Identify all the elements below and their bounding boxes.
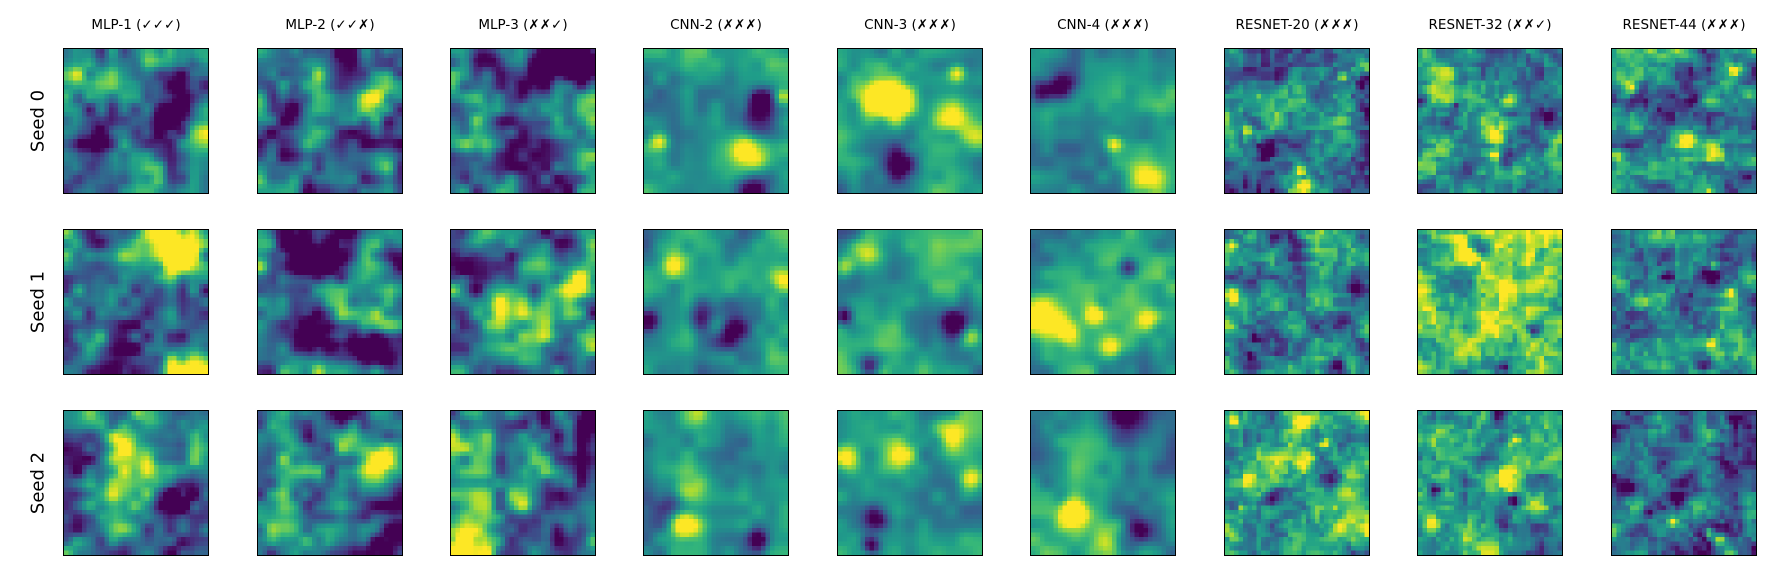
- heatmap-panel: [1224, 48, 1370, 194]
- heatmap-panel: [837, 410, 983, 556]
- heatmap-panel: [1030, 410, 1176, 556]
- heatmap-panel: [1224, 229, 1370, 375]
- heatmap-image: [838, 411, 982, 555]
- heatmap-image: [451, 411, 595, 555]
- heatmap-panel: [63, 48, 209, 194]
- heatmap-panel: [1611, 48, 1757, 194]
- heatmap-panel: [837, 229, 983, 375]
- heatmap-image: [258, 230, 402, 374]
- heatmap-image: [64, 49, 208, 193]
- heatmap-panel: [1417, 48, 1563, 194]
- heatmap-image: [1418, 230, 1562, 374]
- heatmap-image: [1225, 49, 1369, 193]
- heatmap-image: [258, 411, 402, 555]
- heatmap-panel: [1030, 229, 1176, 375]
- heatmap-panel: [1417, 410, 1563, 556]
- heatmap-panel: [1030, 48, 1176, 194]
- heatmap-panel: [450, 48, 596, 194]
- column-title: MLP-1 (✓✓✓): [91, 17, 181, 33]
- heatmap-image: [1612, 230, 1756, 374]
- column-title: RESNET-32 (✗✗✓): [1428, 17, 1552, 33]
- heatmap-panel: [643, 48, 789, 194]
- heatmap-image: [838, 49, 982, 193]
- heatmap-image: [644, 49, 788, 193]
- heatmap-panel: [450, 229, 596, 375]
- heatmap-image: [1418, 411, 1562, 555]
- row-label: Seed 1: [27, 229, 49, 375]
- heatmap-image: [1612, 49, 1756, 193]
- heatmap-image: [258, 49, 402, 193]
- heatmap-image: [1418, 49, 1562, 193]
- heatmap-image: [1225, 230, 1369, 374]
- heatmap-image: [1031, 411, 1175, 555]
- column-title: CNN-4 (✗✗✗): [1057, 17, 1149, 33]
- heatmap-image: [1031, 230, 1175, 374]
- heatmap-panel: [1224, 410, 1370, 556]
- heatmap-image: [1225, 411, 1369, 555]
- column-title: MLP-2 (✓✓✗): [285, 17, 375, 33]
- column-title: RESNET-44 (✗✗✗): [1622, 17, 1746, 33]
- heatmap-panel: [1417, 229, 1563, 375]
- heatmap-image: [644, 230, 788, 374]
- heatmap-panel: [63, 410, 209, 556]
- column-title: CNN-3 (✗✗✗): [864, 17, 956, 33]
- column-title: MLP-3 (✗✗✓): [478, 17, 568, 33]
- heatmap-image: [838, 230, 982, 374]
- heatmap-panel: [257, 410, 403, 556]
- heatmap-panel: [257, 48, 403, 194]
- heatmap-image: [64, 230, 208, 374]
- heatmap-image: [451, 230, 595, 374]
- column-title: CNN-2 (✗✗✗): [670, 17, 762, 33]
- row-label-text: Seed 1: [27, 270, 49, 334]
- heatmap-image: [644, 411, 788, 555]
- heatmap-panel: [837, 48, 983, 194]
- row-label-text: Seed 0: [27, 89, 49, 153]
- heatmap-panel: [1611, 410, 1757, 556]
- heatmap-panel: [63, 229, 209, 375]
- heatmap-panel: [643, 410, 789, 556]
- heatmap-image: [64, 411, 208, 555]
- row-label: Seed 2: [27, 410, 49, 556]
- heatmap-panel: [257, 229, 403, 375]
- row-label: Seed 0: [27, 48, 49, 194]
- heatmap-panel: [450, 410, 596, 556]
- heatmap-image: [1031, 49, 1175, 193]
- column-title: RESNET-20 (✗✗✗): [1235, 17, 1359, 33]
- heatmap-panel: [643, 229, 789, 375]
- row-label-text: Seed 2: [27, 451, 49, 515]
- heatmap-image: [451, 49, 595, 193]
- heatmap-image: [1612, 411, 1756, 555]
- heatmap-panel: [1611, 229, 1757, 375]
